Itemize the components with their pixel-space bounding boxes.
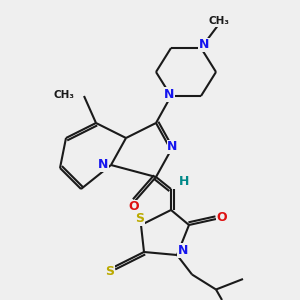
- Text: N: N: [167, 140, 178, 154]
- Text: S: S: [135, 212, 144, 226]
- Text: O: O: [128, 200, 139, 214]
- Text: N: N: [199, 38, 209, 52]
- Text: S: S: [105, 265, 114, 278]
- Text: N: N: [98, 158, 109, 172]
- Text: CH₃: CH₃: [208, 16, 230, 26]
- Text: O: O: [217, 211, 227, 224]
- Text: N: N: [164, 88, 175, 101]
- Text: CH₃: CH₃: [54, 89, 75, 100]
- Text: N: N: [178, 244, 188, 257]
- Text: H: H: [179, 175, 190, 188]
